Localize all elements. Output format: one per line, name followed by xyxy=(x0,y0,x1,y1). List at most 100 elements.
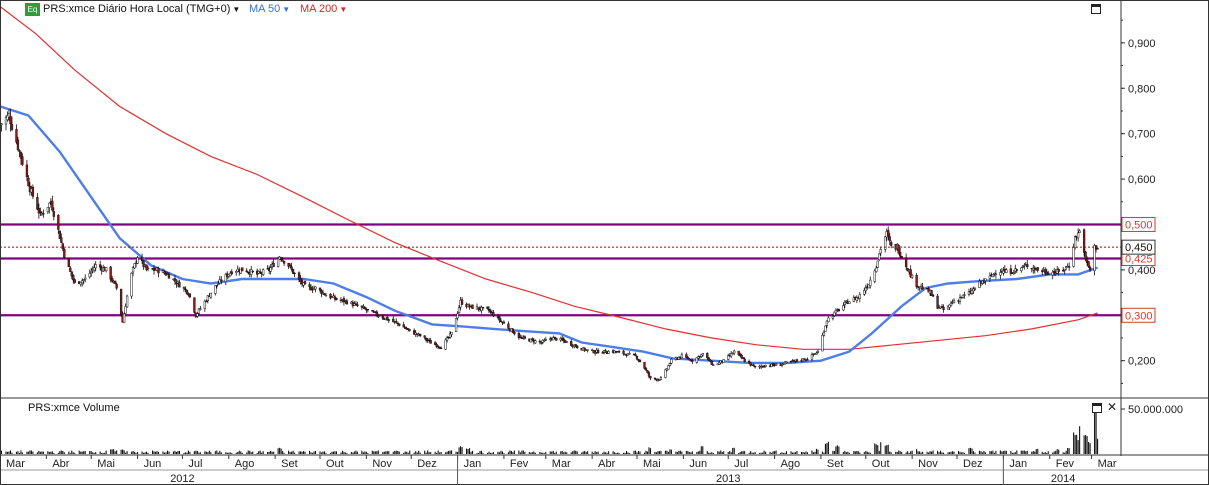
candle-body xyxy=(115,283,118,289)
y-tick-label: 0,800 xyxy=(1128,83,1156,95)
candle-body xyxy=(60,237,63,243)
candle-body xyxy=(737,350,740,355)
candle-body xyxy=(130,272,133,297)
close-volume-panel-icon[interactable]: ✕ xyxy=(1107,400,1118,414)
candle-body xyxy=(1012,272,1015,274)
year-label: 2013 xyxy=(716,473,740,485)
candle-body xyxy=(722,359,725,363)
candle-body xyxy=(644,368,648,371)
candle-body xyxy=(718,362,721,365)
candle-body xyxy=(897,245,900,254)
candle-body xyxy=(70,271,73,277)
candle-body xyxy=(686,357,690,360)
candle-body xyxy=(345,300,349,305)
candle-body xyxy=(241,267,244,272)
candle-body xyxy=(864,287,867,292)
candle-body xyxy=(622,350,625,355)
candle-body xyxy=(739,353,742,356)
candle-body xyxy=(259,271,262,273)
candle-body xyxy=(833,311,836,316)
candle-body xyxy=(593,352,597,354)
candle-body xyxy=(761,365,764,367)
candle-body xyxy=(707,357,710,361)
candle-body xyxy=(884,236,887,250)
candle-body xyxy=(318,287,322,291)
candle-body xyxy=(196,313,199,317)
candle-body xyxy=(429,340,432,344)
candle-body xyxy=(15,129,18,143)
candle-body xyxy=(984,278,987,282)
legend-title[interactable]: PRS:xmce Diário Hora Local (TMG+0) ▼ xyxy=(43,3,240,15)
candle-body xyxy=(230,271,233,275)
candle-body xyxy=(843,302,847,305)
candle-body xyxy=(1021,266,1024,268)
candle-body xyxy=(574,344,577,347)
month-label: Abr xyxy=(52,458,69,470)
candle-body xyxy=(1047,272,1050,276)
candle-body xyxy=(105,267,108,272)
level-label: 0,500 xyxy=(1125,219,1153,231)
candle-body xyxy=(90,270,93,274)
month-label: Mai xyxy=(643,458,661,470)
candle-body xyxy=(492,312,495,317)
candle-body xyxy=(404,326,407,329)
candle-body xyxy=(982,281,986,284)
candle-body xyxy=(269,267,272,272)
candle-body xyxy=(1076,232,1080,239)
month-label: Fev xyxy=(1056,458,1075,470)
candle-body xyxy=(685,354,688,358)
maximize-volume-panel-icon[interactable] xyxy=(1092,403,1102,413)
candle-body xyxy=(354,303,358,305)
candle-body xyxy=(1096,248,1099,250)
candle-body xyxy=(921,286,924,290)
candle-body xyxy=(635,356,639,360)
candle-body xyxy=(972,288,975,292)
candle-body xyxy=(623,353,627,356)
candle-body xyxy=(822,331,826,336)
candle-body xyxy=(762,366,766,368)
chevron-down-icon[interactable]: ▼ xyxy=(339,5,348,14)
candle-body xyxy=(531,338,534,340)
candle-body xyxy=(356,304,359,307)
chevron-down-icon[interactable]: ▼ xyxy=(282,5,291,14)
candle-body xyxy=(323,293,326,296)
candle-body xyxy=(402,324,405,328)
candle-body xyxy=(31,186,35,197)
candle-body xyxy=(125,295,129,308)
chevron-down-icon[interactable]: ▼ xyxy=(232,5,241,14)
candle-body xyxy=(387,319,390,321)
legend-ma200[interactable]: MA 200 ▼ xyxy=(300,3,347,15)
candle-body xyxy=(1093,245,1096,271)
candle-body xyxy=(887,230,890,237)
candle-body xyxy=(39,211,42,213)
candle-body xyxy=(899,252,902,257)
maximize-panel-icon[interactable] xyxy=(1091,4,1101,14)
candle-body xyxy=(970,290,974,294)
candle-body xyxy=(680,354,684,359)
candle-body xyxy=(73,279,76,283)
candle-body xyxy=(749,362,752,366)
candle-body xyxy=(444,339,447,350)
candle-body xyxy=(752,364,755,367)
candle-body xyxy=(425,337,428,341)
month-label: Mai xyxy=(97,458,115,470)
candlestick-series xyxy=(0,108,1099,382)
candle-body xyxy=(607,351,610,354)
candle-body xyxy=(386,316,389,321)
legend-ma50[interactable]: MA 50 ▼ xyxy=(249,3,290,15)
candle-body xyxy=(93,267,96,271)
candle-body xyxy=(638,359,642,363)
candle-body xyxy=(435,344,438,347)
y-tick-label: 0,700 xyxy=(1128,129,1156,141)
candle-body xyxy=(94,264,97,269)
candle-body xyxy=(184,288,187,290)
candle-body xyxy=(961,294,965,298)
candle-body xyxy=(63,248,66,258)
candle-body xyxy=(69,267,72,272)
candle-body xyxy=(596,349,600,354)
candle-body xyxy=(99,264,102,268)
candle-body xyxy=(460,299,464,305)
candle-body xyxy=(785,361,788,363)
candle-body xyxy=(507,323,510,329)
candle-body xyxy=(371,310,374,312)
